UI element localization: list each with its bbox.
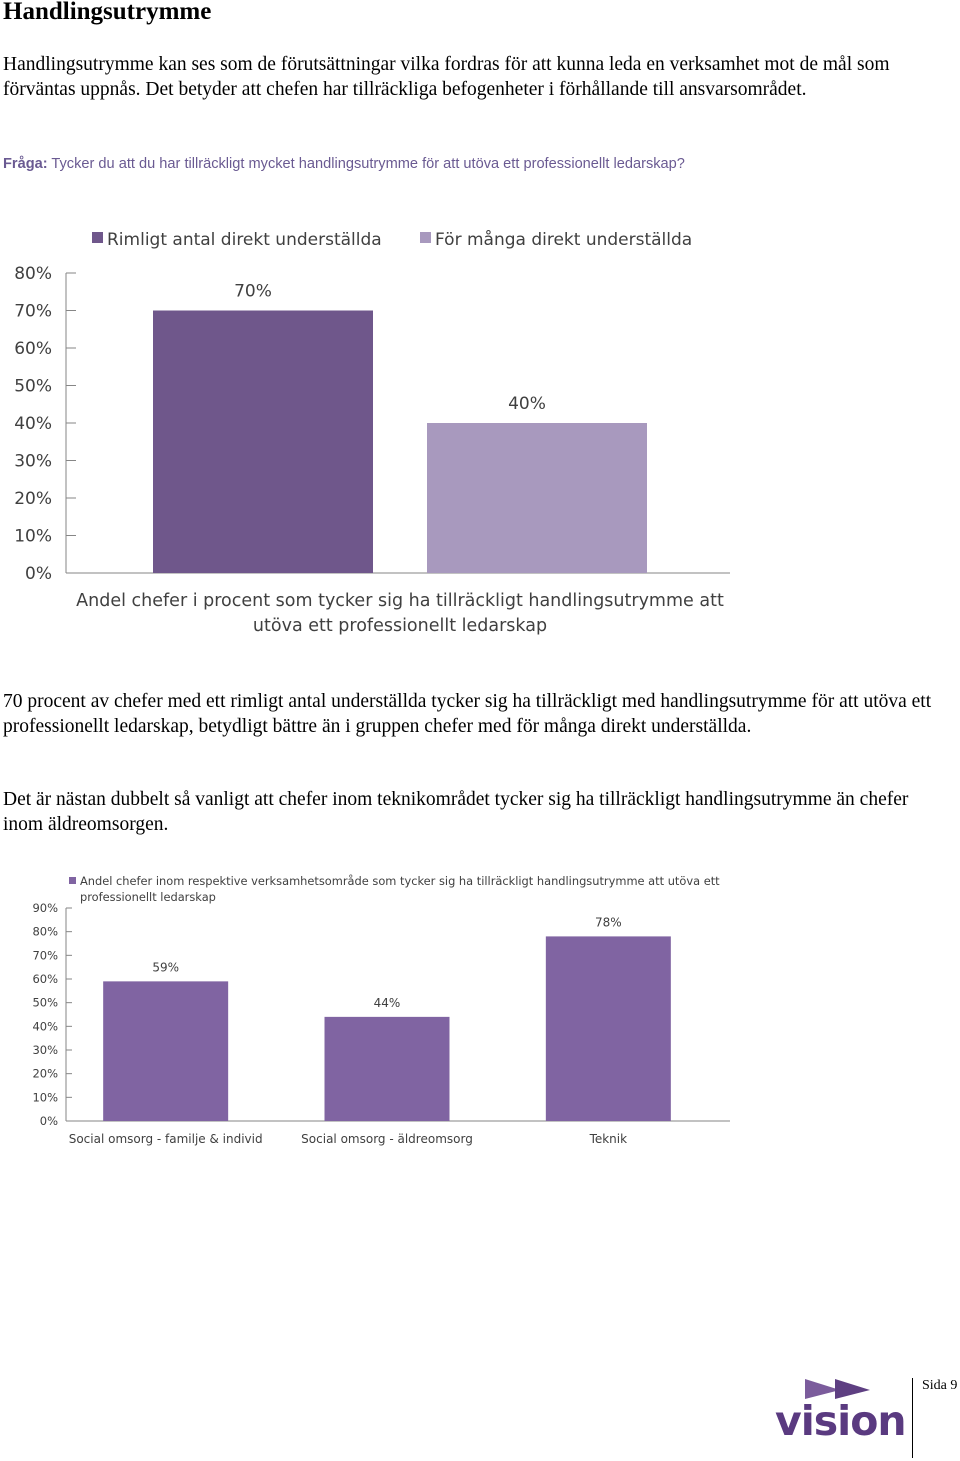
x-tick-label: Teknik	[589, 1132, 628, 1146]
legend-swatch	[420, 232, 431, 243]
y-tick-label: 0%	[25, 564, 52, 584]
bar	[545, 936, 671, 1121]
y-tick-label: 40%	[14, 414, 52, 434]
question-label: Fråga:	[3, 156, 48, 172]
x-tick-label: Social omsorg - äldreomsorg	[301, 1132, 473, 1146]
y-tick-label: 0%	[40, 1114, 58, 1128]
intro-paragraph: Handlingsutrymme kan ses som de förutsät…	[3, 54, 890, 100]
y-tick-label: 80%	[14, 264, 52, 284]
bar-value-label: 44%	[374, 996, 401, 1010]
y-tick-label: 90%	[32, 901, 58, 915]
survey-question: Fråga: Tycker du att du har tillräckligt…	[3, 156, 685, 172]
y-tick-label: 40%	[32, 1019, 58, 1033]
legend-label: Rimligt antal direkt underställda	[107, 230, 382, 250]
y-tick-label: 70%	[32, 948, 58, 962]
bar-value-label: 70%	[234, 282, 272, 302]
page-number: Sida 9	[922, 1378, 958, 1393]
page-title: Handlingsutrymme	[3, 0, 212, 25]
y-tick-label: 70%	[14, 302, 52, 322]
legend-label: För många direkt underställda	[435, 229, 692, 250]
footer-divider	[912, 1378, 913, 1458]
y-tick-label: 10%	[14, 527, 52, 547]
y-tick-label: 80%	[32, 925, 58, 939]
y-tick-label: 30%	[14, 452, 52, 472]
bar	[427, 423, 647, 573]
bar-value-label: 59%	[152, 960, 179, 974]
y-tick-label: 60%	[14, 339, 52, 359]
logo-wordmark: vision	[775, 1397, 906, 1445]
y-tick-label: 60%	[32, 972, 58, 986]
y-tick-label: 50%	[32, 996, 58, 1010]
legend-label: professionellt ledarskap	[80, 890, 216, 904]
bar	[103, 981, 229, 1121]
legend-swatch	[69, 877, 76, 884]
y-tick-label: 30%	[32, 1043, 58, 1057]
legend-swatch	[92, 232, 103, 243]
chart-management-span: Rimligt antal direkt underställda För mån…	[14, 229, 730, 636]
comparison-paragraph: Det är nästan dubbelt så vanligt att che…	[3, 789, 909, 835]
bar-value-label: 78%	[595, 915, 622, 929]
bar-value-label: 40%	[508, 394, 546, 414]
vision-logo: vision	[775, 1379, 907, 1445]
y-tick-label: 20%	[14, 489, 52, 509]
question-text: Tycker du att du har tillräckligt mycket…	[51, 156, 685, 172]
bar	[153, 310, 373, 573]
y-tick-label: 20%	[32, 1067, 58, 1081]
logo-arrows-icon	[805, 1379, 870, 1399]
chart-business-area: Andel chefer inom respektive verksamhets…	[32, 874, 730, 1146]
x-axis-title: Andel chefer i procent som tycker sig ha…	[76, 591, 724, 611]
y-tick-label: 10%	[32, 1090, 58, 1104]
x-tick-label: Social omsorg - familje & individ	[69, 1132, 263, 1146]
bar	[324, 1016, 450, 1121]
y-tick-label: 50%	[14, 377, 52, 397]
legend-label: Andel chefer inom respektive verksamhets…	[80, 874, 720, 888]
result-paragraph: 70 procent av chefer med ett rimligt ant…	[3, 691, 932, 737]
x-axis-title: utöva ett professionellt ledarskap	[253, 616, 547, 636]
